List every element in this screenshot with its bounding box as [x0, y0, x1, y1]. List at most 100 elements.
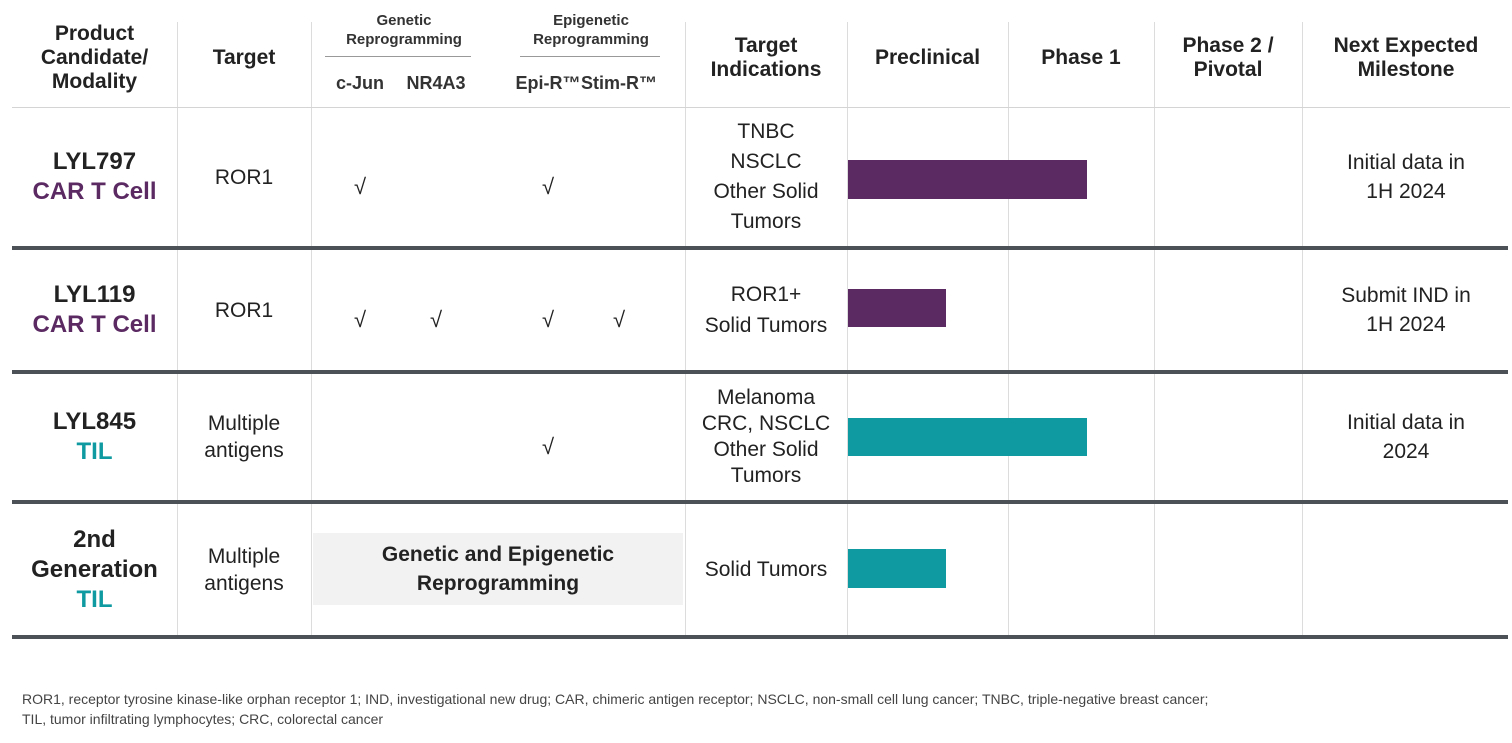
- reprogramming: Genetic and Epigenetic Reprogramming: [313, 533, 683, 605]
- header-product-line: Modality: [51, 69, 138, 93]
- header-phase2: Phase 2 /Pivotal: [1154, 20, 1302, 95]
- indications-line: Tumors: [730, 464, 802, 487]
- milestone: Initial data in 2024: [1302, 374, 1510, 500]
- milestone-line: Initial data in: [1347, 411, 1465, 434]
- header-subcolumn: Stim-R™: [581, 72, 657, 93]
- check-mark: √: [541, 433, 555, 459]
- modality-line: TIL: [76, 585, 113, 613]
- product-name: LYL119 CAR T Cell: [12, 250, 177, 370]
- modality: TIL: [77, 437, 113, 467]
- indications-line: Solid Tumors: [704, 314, 828, 337]
- milestone-line: Initial data in: [1347, 151, 1465, 174]
- check-mark: √: [541, 173, 555, 199]
- header-milestone-line: Milestone: [1357, 57, 1455, 81]
- indications: Melanoma CRC, NSCLC Other Solid Tumors: [685, 374, 847, 500]
- target: Multiple antigens: [177, 504, 311, 635]
- progress-bar: [848, 289, 946, 327]
- column-divider: [1008, 22, 1009, 637]
- modality: TIL: [77, 585, 113, 615]
- header-milestone-line: Next Expected: [1333, 33, 1479, 57]
- indications-line: Other Solid: [713, 438, 819, 461]
- milestone-line: 2024: [1382, 440, 1430, 463]
- header-phase2-line: Pivotal: [1193, 57, 1263, 81]
- product-name-line: 2nd: [73, 525, 116, 553]
- modality-line: CAR T Cell: [32, 178, 157, 205]
- column-divider: [177, 22, 178, 637]
- header-preclinical: Preclinical: [847, 20, 1008, 95]
- target-line: Multiple: [207, 412, 281, 435]
- product-name: LYL797 CAR T Cell: [12, 108, 177, 246]
- column-divider: [847, 22, 848, 637]
- header-genetic: Genetic Reprogramming: [311, 8, 497, 52]
- indications-line: Melanoma: [716, 386, 816, 409]
- row-rule: [12, 370, 1508, 374]
- header-target: Target: [177, 10, 311, 105]
- footnote: TIL, tumor infiltrating lymphocytes; CRC…: [22, 711, 384, 727]
- reprogramming-box: [313, 533, 683, 605]
- header-indications-line: Indications: [710, 57, 822, 81]
- target: ROR1: [177, 108, 311, 246]
- progress-bar: [848, 418, 1087, 456]
- header-epigenetic-line: Reprogramming: [533, 31, 649, 48]
- milestone: Submit IND in 1H 2024: [1302, 250, 1510, 370]
- product-name-line: LYL797: [52, 148, 137, 175]
- header-preclinical-line: Preclinical: [874, 45, 981, 69]
- indications-line: Other Solid: [713, 180, 819, 203]
- header-product-line: Candidate/: [40, 45, 149, 69]
- header-rule: [12, 107, 1510, 108]
- header-subcolumn: Epi-R™: [515, 72, 581, 93]
- indications: Solid Tumors: [685, 504, 847, 635]
- target-line: Multiple: [207, 544, 281, 568]
- milestone-line: 1H 2024: [1366, 180, 1446, 203]
- indications-line: CRC, NSCLC: [701, 412, 831, 435]
- header-phase2-line: Phase 2 /: [1182, 33, 1274, 57]
- reprogramming-line: Reprogramming: [416, 572, 580, 595]
- indications-line: NSCLC: [730, 150, 802, 173]
- target: Multiple antigens: [177, 374, 311, 500]
- reprogramming-line: Genetic and Epigenetic: [381, 543, 615, 566]
- column-divider: [1154, 22, 1155, 637]
- milestone-line: Submit IND in: [1341, 284, 1471, 307]
- header-genetic-line: Reprogramming: [346, 31, 462, 48]
- indications-line: ROR1+: [730, 283, 802, 306]
- progress-bar: [848, 160, 1087, 199]
- header-phase1: Phase 1: [1008, 20, 1154, 95]
- header-indications: Target Indications: [685, 20, 847, 95]
- column-divider: [685, 22, 686, 637]
- indications: TNBC NSCLC Other Solid Tumors: [685, 108, 847, 246]
- group-rule: [520, 56, 660, 57]
- check-mark: √: [612, 306, 626, 332]
- row-rule: [12, 635, 1508, 639]
- modality-line: TIL: [76, 438, 113, 465]
- header-subcolumn: NR4A3: [406, 72, 466, 93]
- indications-line: TNBC: [737, 120, 795, 143]
- header-target-line: Target: [212, 45, 276, 69]
- modality: CAR T Cell: [32, 177, 156, 207]
- check-mark: √: [429, 306, 443, 332]
- indications: ROR1+ Solid Tumors: [685, 250, 847, 370]
- target-line: ROR1: [214, 165, 274, 189]
- header-epigenetic-line: Epigenetic: [553, 12, 629, 29]
- modality: CAR T Cell: [32, 310, 156, 340]
- header-product: Product Candidate/Modality: [12, 10, 177, 105]
- header-milestone: Next Expected Milestone: [1302, 20, 1510, 95]
- product-name-line: Generation: [31, 555, 158, 583]
- product-name-line: LYL119: [53, 281, 136, 308]
- product-name: LYL845 TIL: [12, 374, 177, 500]
- milestone: Initial data in 1H 2024: [1302, 108, 1510, 246]
- group-rule: [325, 56, 471, 57]
- check-mark: √: [353, 306, 367, 332]
- header-subcolumn: c-Jun: [335, 72, 384, 93]
- indications-line: Tumors: [730, 210, 802, 233]
- target-line: antigens: [204, 571, 284, 595]
- modality-line: CAR T Cell: [32, 311, 157, 338]
- header-phase1-line: Phase 1: [1041, 45, 1121, 69]
- product-name-line: LYL845: [52, 408, 137, 435]
- check-mark: √: [353, 173, 367, 199]
- row-rule: [12, 246, 1508, 250]
- header-product-line: Product: [54, 21, 135, 45]
- header-epigenetic: Epigenetic Reprogramming: [497, 8, 685, 52]
- milestone-line: 1H 2024: [1366, 313, 1446, 336]
- header-genetic-line: Genetic: [376, 12, 432, 29]
- target-line: antigens: [204, 439, 284, 462]
